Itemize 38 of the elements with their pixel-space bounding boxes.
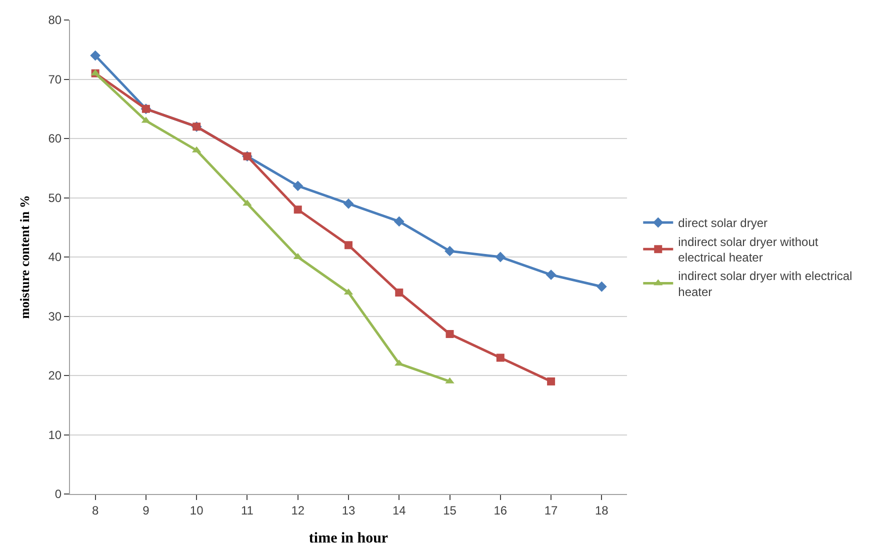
y-tick-label: 30 (48, 309, 62, 324)
x-tick-label: 14 (392, 503, 406, 518)
point (90, 50, 101, 61)
point (343, 198, 354, 209)
point (292, 180, 304, 192)
point (546, 270, 556, 280)
point (495, 252, 506, 262)
point (344, 241, 352, 250)
point (395, 288, 404, 297)
y-tick-label: 80 (48, 13, 62, 28)
x-tick-label: 13 (342, 503, 356, 518)
y-tick-label: 50 (48, 190, 62, 205)
y-axis-title: moisture content in % (17, 195, 32, 319)
x-tick-label: 11 (240, 503, 254, 518)
legend-label: indirect solar dryer with electrical heater (678, 269, 852, 299)
y-tick-label: 20 (48, 368, 62, 383)
x-tick-label: 8 (92, 503, 99, 518)
x-tick-label: 12 (291, 503, 305, 518)
point (294, 206, 302, 214)
x-tick-label: 10 (190, 503, 204, 518)
y-tick-label: 0 (54, 487, 62, 502)
x-tick-label: 18 (595, 503, 609, 518)
point (446, 330, 454, 338)
legend-label: direct solar dryer (678, 216, 768, 230)
x-axis-title: time in hour (308, 530, 388, 546)
point (547, 377, 556, 386)
point (444, 246, 455, 256)
point (394, 216, 404, 227)
x-tick-label: 16 (494, 503, 508, 518)
x-tick-label: 15 (443, 503, 457, 518)
y-tick-label: 70 (48, 72, 62, 86)
x-tick-label: 17 (544, 503, 558, 518)
y-tick-label: 10 (48, 428, 62, 442)
point (596, 281, 607, 292)
y-tick-label: 60 (48, 132, 62, 146)
point (496, 354, 504, 362)
y-tick-label: 40 (48, 250, 62, 264)
x-tick-label: 9 (142, 503, 150, 518)
